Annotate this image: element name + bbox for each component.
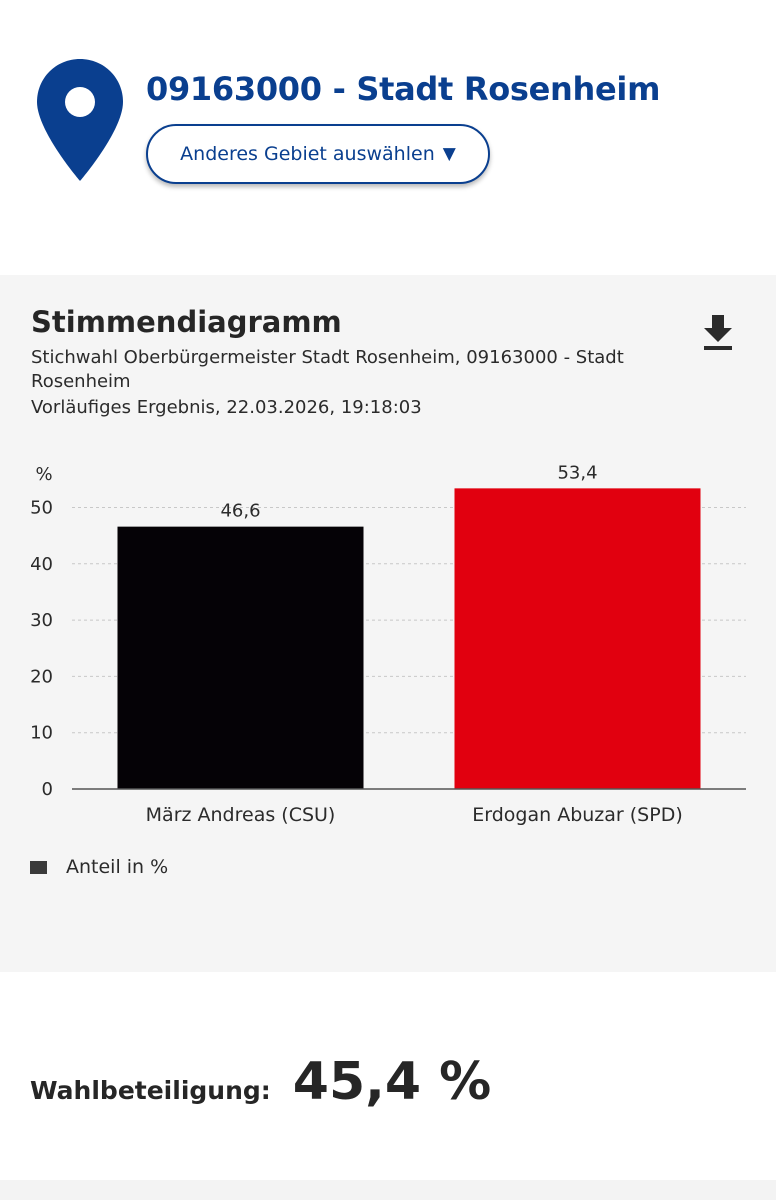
bar-chart: % 0 10 20 30 40 50 46,6 März Andreas (CSU) 53,4 Er… — [30, 462, 746, 826]
y-tick-label: 10 — [30, 723, 53, 744]
y-tick-label: 50 — [30, 498, 53, 519]
bar — [454, 488, 701, 789]
panel-title: Stimmendiagramm — [31, 305, 342, 339]
legend-swatch — [30, 860, 47, 874]
vote-chart-panel: Stimmendiagramm Stichwahl Oberbürgermeis… — [0, 275, 776, 972]
bar — [117, 526, 364, 789]
caret-down-icon: ▼ — [442, 144, 456, 164]
chart-subtitle: Stichwahl Oberbürgermeister Stadt Rosenh… — [31, 347, 624, 392]
region-header: 09163000 - Stadt Rosenheim Anderes Gebie… — [0, 0, 776, 275]
select-region-button[interactable]: Anderes Gebiet auswählen ▼ — [146, 124, 490, 184]
region-title: 09163000 - Stadt Rosenheim — [146, 70, 661, 108]
y-tick-label: 30 — [30, 610, 53, 631]
x-category-label: Erdogan Abuzar (SPD) — [472, 804, 683, 826]
bar-value-label: 53,4 — [557, 462, 597, 483]
chart-legend: Anteil in % — [30, 856, 168, 878]
y-tick-label: 40 — [30, 554, 53, 575]
y-tick-label: 20 — [30, 666, 53, 687]
y-axis-unit-label: % — [35, 464, 52, 485]
legend-label: Anteil in % — [66, 856, 169, 878]
select-region-label: Anderes Gebiet auswählen — [180, 143, 435, 165]
bar-value-label: 46,6 — [220, 501, 260, 522]
turnout-label: Wahlbeteiligung: — [30, 1076, 271, 1105]
location-pin-icon — [37, 59, 123, 181]
y-tick-label: 0 — [42, 779, 53, 800]
download-icon[interactable] — [702, 315, 734, 351]
turnout-value: 45,4 % — [292, 1052, 492, 1112]
turnout: Wahlbeteiligung: 45,4 % — [30, 1052, 491, 1112]
result-status: Vorläufiges Ergebnis, 22.03.2026, 19:18:… — [31, 397, 422, 418]
footer-strip — [0, 1180, 776, 1200]
x-category-label: März Andreas (CSU) — [146, 804, 336, 826]
